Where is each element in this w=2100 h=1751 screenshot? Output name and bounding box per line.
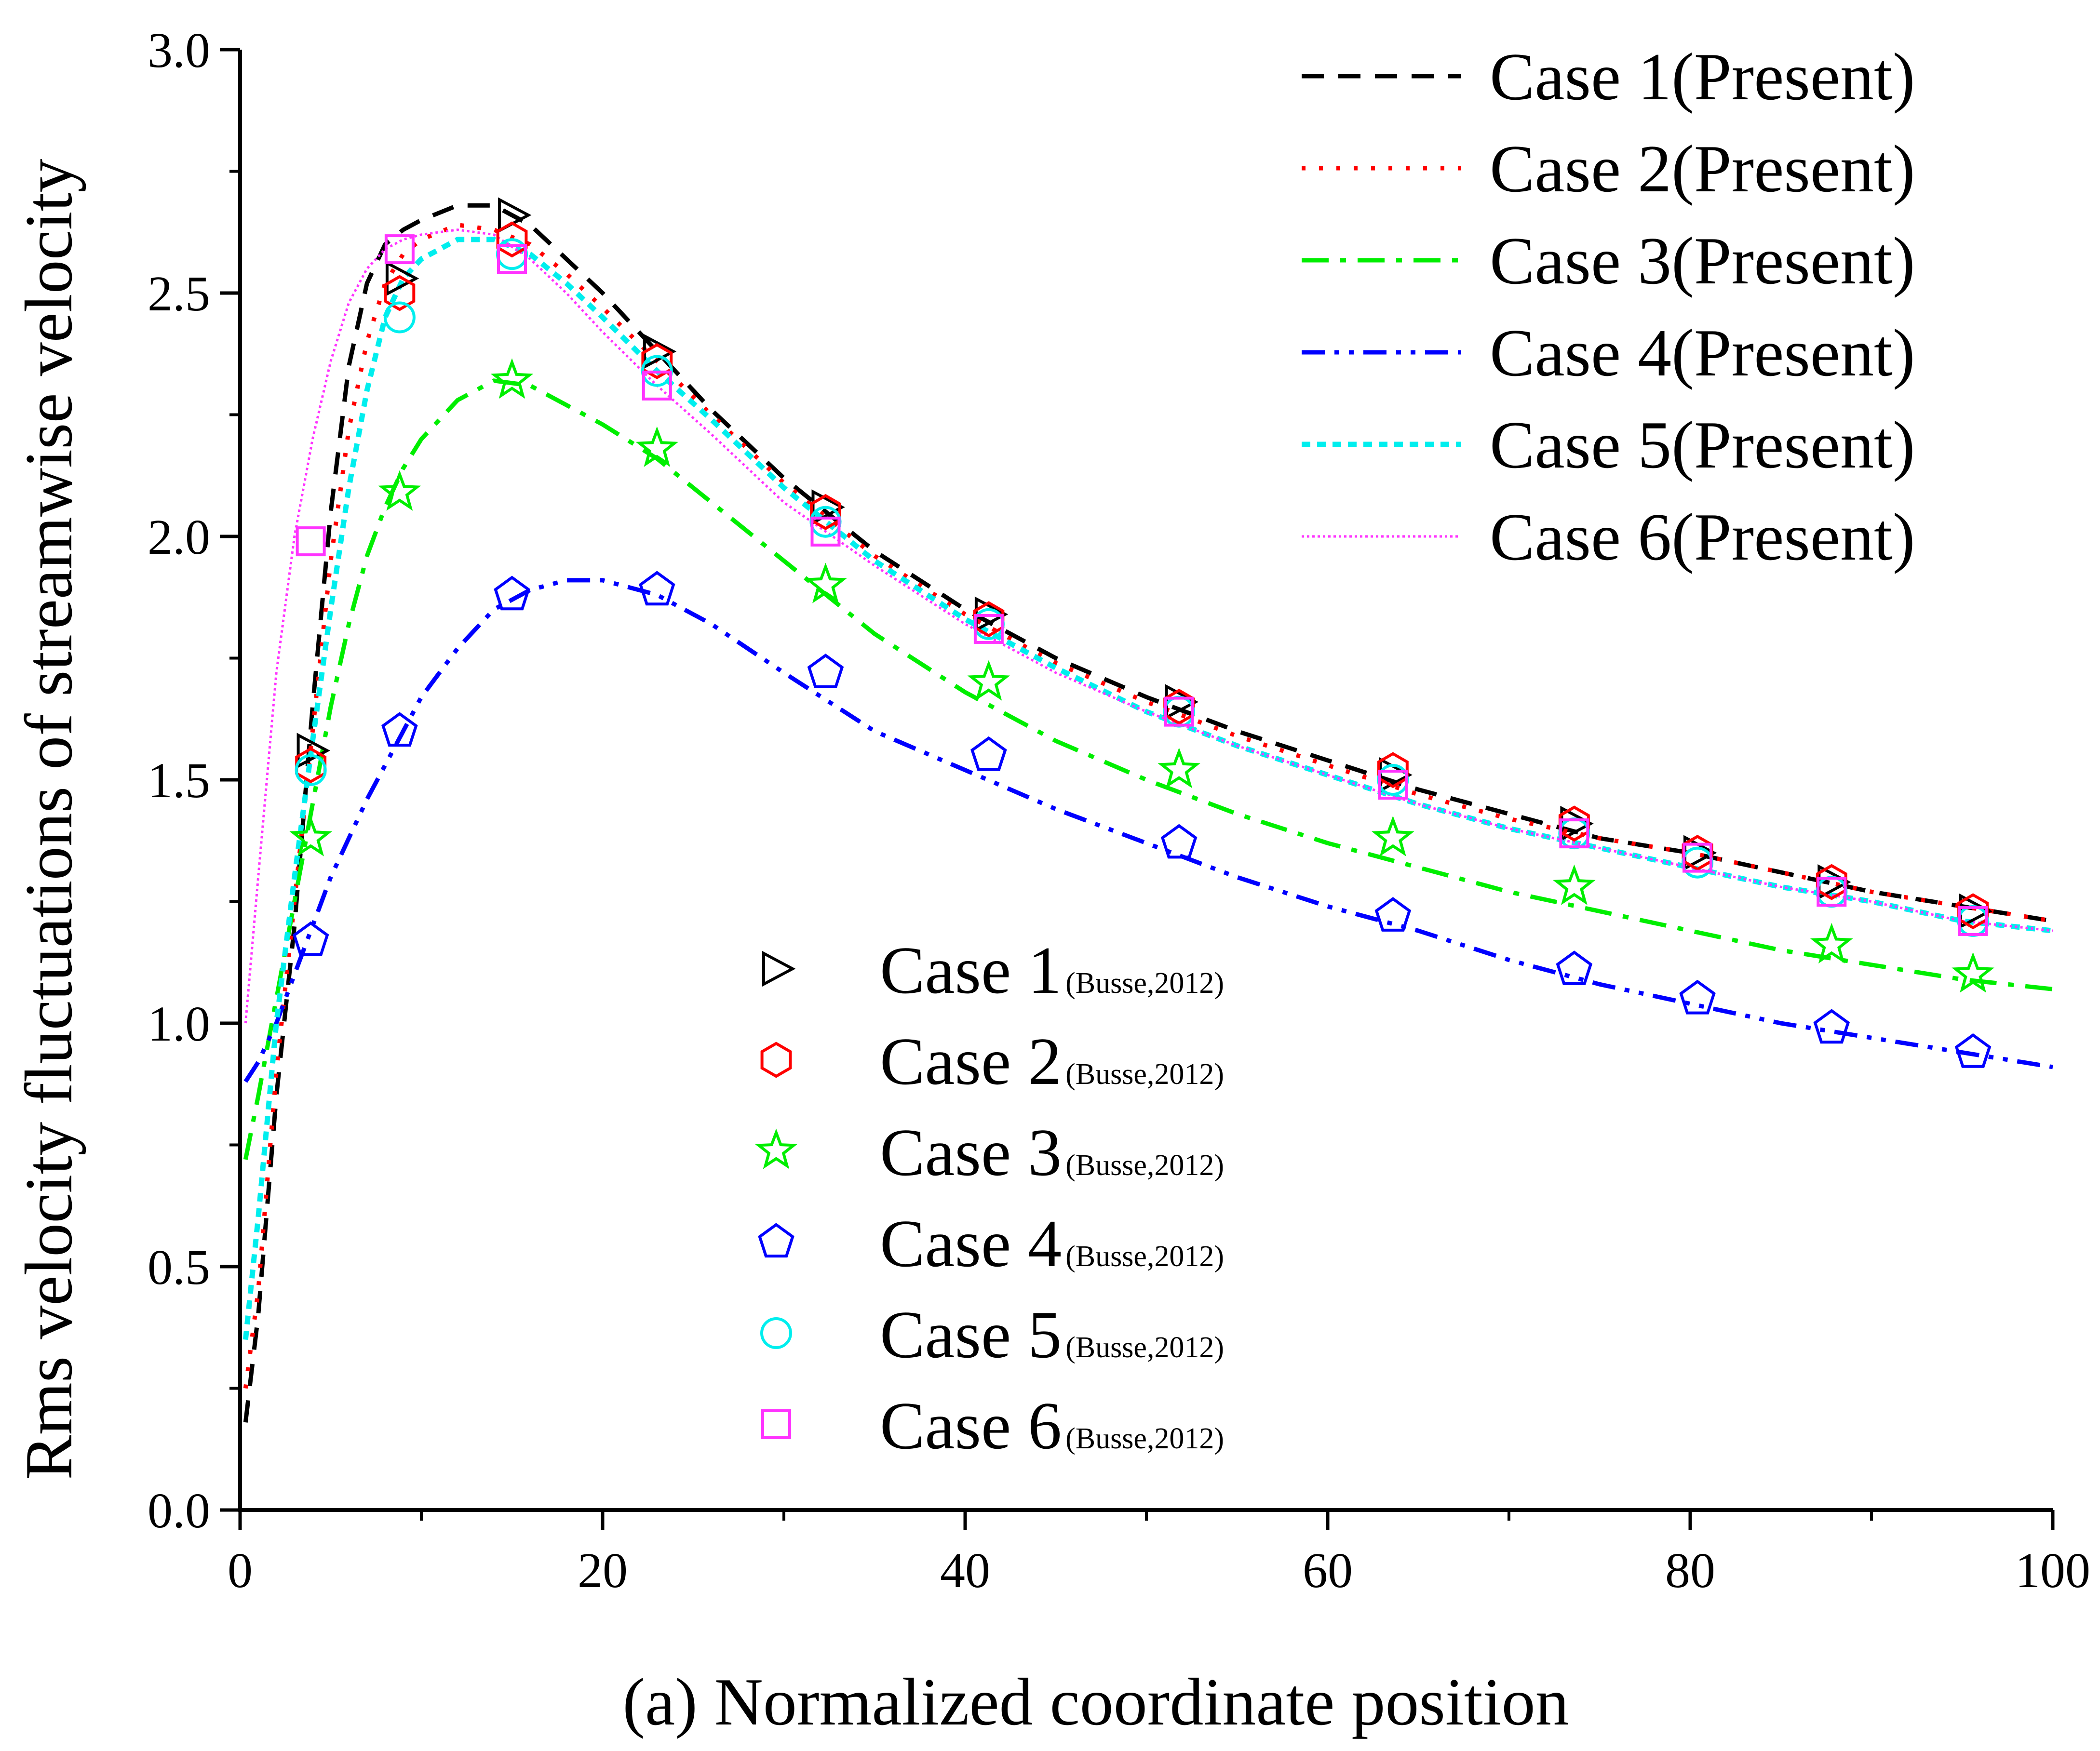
- data-point-case-5: [496, 238, 528, 270]
- data-point-case-4: [1160, 824, 1198, 859]
- legend-marker-label-case-2: Case 2 (Busse,2012): [880, 1024, 1224, 1099]
- legend-marker-case-3: [754, 1128, 798, 1169]
- data-point-case-2: [810, 494, 841, 530]
- data-point-case-4: [1813, 1009, 1850, 1044]
- legend-busse: Case 1 (Busse,2012) Case 2 (Busse,2012) Case…: [754, 933, 1224, 1463]
- legend-marker-label-case-4: Case 4 (Busse,2012): [880, 1206, 1224, 1281]
- data-point-case-3: [1372, 815, 1414, 856]
- data-point-case-6: [1378, 770, 1408, 800]
- series-line-case-2: [243, 223, 2053, 1389]
- series-line-case-1: [243, 203, 2053, 1423]
- legend-marker-label-case-5: Case 5 (Busse,2012): [880, 1297, 1224, 1372]
- y-axis-title: Rms velocity fluctuations of streamwise …: [12, 159, 86, 1480]
- legend-marker-case-1: [762, 951, 796, 987]
- data-point-case-4: [1556, 950, 1593, 985]
- y-tick-label: 0.0: [148, 1483, 210, 1538]
- legend-marker-label-case-6: Case 6 (Busse,2012): [880, 1389, 1224, 1463]
- data-point-case-3: [635, 426, 679, 467]
- data-point-case-2: [1558, 805, 1590, 842]
- data-point-case-3: [1952, 952, 1994, 993]
- data-point-case-3: [804, 562, 847, 603]
- data-point-case-6: [384, 234, 415, 265]
- data-point-case-4: [639, 571, 675, 606]
- data-point-case-6: [1958, 906, 1988, 936]
- data-point-case-1: [811, 489, 845, 525]
- data-point-case-6: [497, 244, 527, 274]
- legend-line-label-case-5: Case 5(Present): [1490, 408, 1915, 482]
- data-point-case-2: [1816, 864, 1847, 900]
- x-tick-label: 60: [1303, 1543, 1353, 1598]
- data-point-case-4: [1679, 979, 1716, 1015]
- legend-present: Case 1(Present) Case 2(Present) Case 3(Pre…: [1302, 40, 1915, 575]
- data-point-case-3: [1553, 864, 1596, 905]
- legend-marker-source: (Busse,2012): [1065, 1240, 1224, 1273]
- data-point-case-4: [1954, 1033, 1992, 1068]
- data-point-case-3: [289, 815, 332, 856]
- series-line-case-3: [243, 378, 2053, 1160]
- legend-marker-source: (Busse,2012): [1065, 1058, 1224, 1091]
- data-point-case-5: [295, 754, 327, 786]
- data-point-case-1: [385, 260, 419, 296]
- x-tick-label: 20: [578, 1543, 628, 1598]
- data-point-case-6: [1559, 818, 1589, 849]
- data-point-case-3: [967, 660, 1010, 701]
- legend-marker-case-5: [760, 1317, 792, 1349]
- data-point-case-3: [1158, 748, 1200, 789]
- data-point-case-3: [490, 358, 534, 399]
- legend-marker-source: (Busse,2012): [1065, 1422, 1224, 1455]
- data-point-case-6: [1683, 842, 1713, 873]
- axis-ticks: 0 20 40 60 80 100 0.0 0.5 1.0 1.5 2.0 2.5 3.0: [148, 23, 2090, 1598]
- y-tick-label: 1.5: [148, 753, 210, 808]
- data-point-case-4: [970, 736, 1007, 771]
- data-point-case-4: [807, 654, 844, 688]
- data-point-case-2: [384, 275, 416, 311]
- data-point-case-4: [381, 712, 418, 747]
- y-tick-label: 1.0: [148, 996, 210, 1052]
- legend-marker-label-case-3: Case 3 (Busse,2012): [880, 1115, 1224, 1190]
- series-line-case-4: [243, 578, 2053, 1083]
- x-tick-label: 80: [1665, 1543, 1715, 1598]
- legend-marker-case-2: [760, 1042, 792, 1078]
- legend-line-label-case-1: Case 1(Present): [1490, 40, 1915, 114]
- data-point-case-2: [973, 601, 1005, 638]
- data-point-case-2: [1377, 752, 1409, 789]
- data-point-case-2: [496, 221, 528, 258]
- data-point-case-6: [1817, 877, 1847, 907]
- data-point-case-6: [296, 526, 326, 557]
- data-point-case-4: [1374, 897, 1412, 932]
- y-tick-label: 2.0: [148, 509, 210, 565]
- y-tick-label: 3.0: [148, 23, 210, 78]
- data-point-case-2: [641, 343, 673, 379]
- data-point-case-6: [810, 516, 841, 547]
- data-point-case-6: [973, 614, 1004, 644]
- data-point-case-6: [642, 370, 672, 401]
- y-tick-label: 2.5: [148, 266, 210, 321]
- x-axis-title: (a) Normalized coordinate position: [622, 1665, 1569, 1739]
- series-markers: [289, 197, 1994, 1068]
- data-point-case-3: [378, 470, 421, 511]
- data-point-case-1: [296, 733, 330, 769]
- legend-line-label-case-4: Case 4(Present): [1490, 316, 1915, 390]
- legend-marker-label-case-1: Case 1 (Busse,2012): [880, 933, 1224, 1008]
- data-point-case-2: [1957, 893, 1989, 930]
- legend-marker-source: (Busse,2012): [1065, 967, 1224, 1000]
- x-tick-label: 40: [940, 1543, 990, 1598]
- data-point-case-3: [1810, 922, 1853, 963]
- legend-marker-case-4: [758, 1223, 794, 1258]
- y-tick-label: 0.5: [148, 1240, 210, 1295]
- x-tick-label: 100: [2015, 1543, 2090, 1598]
- legend-line-label-case-2: Case 2(Present): [1490, 132, 1915, 206]
- legend-marker-source: (Busse,2012): [1065, 1331, 1224, 1364]
- legend-marker-source: (Busse,2012): [1065, 1149, 1224, 1182]
- legend-marker-case-6: [761, 1409, 791, 1439]
- data-point-case-6: [1164, 696, 1194, 727]
- data-point-case-4: [292, 921, 329, 956]
- data-point-case-4: [494, 575, 530, 611]
- x-tick-label: 0: [228, 1543, 253, 1598]
- data-point-case-2: [295, 747, 327, 784]
- legend-line-label-case-6: Case 6(Present): [1490, 500, 1915, 575]
- data-point-case-5: [383, 301, 416, 334]
- legend-line-label-case-3: Case 3(Present): [1490, 224, 1915, 298]
